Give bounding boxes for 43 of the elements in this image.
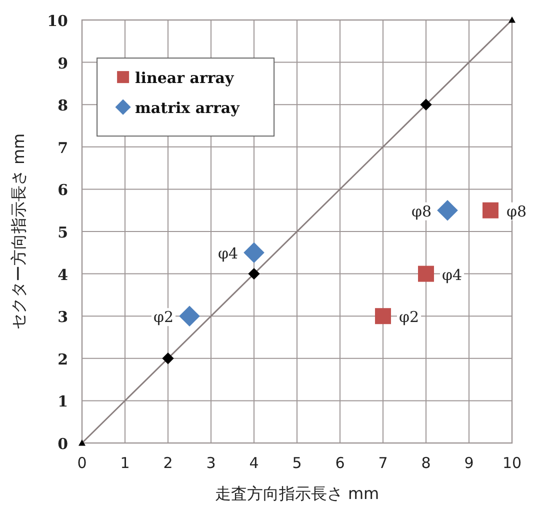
y-tick-label: 9	[58, 54, 68, 72]
point	[162, 352, 174, 364]
y-tick-label: 1	[58, 392, 68, 411]
point	[248, 268, 260, 280]
y-axis-title: セクター方向指示長さ mm	[9, 133, 28, 330]
point	[244, 242, 264, 264]
data-label: φ8	[506, 202, 527, 220]
x-tick-label: 5	[292, 454, 302, 472]
legend-label: matrix array	[135, 99, 241, 118]
x-tick-label: 0	[77, 454, 87, 472]
point	[437, 200, 458, 221]
x-tick-label: 2	[163, 454, 173, 472]
point	[375, 308, 391, 324]
y-tick-label: 8	[58, 96, 68, 115]
data-label: φ4	[218, 244, 238, 263]
point	[482, 202, 498, 218]
y-tick-label: 4	[58, 266, 68, 284]
data-label: φ2	[399, 308, 420, 326]
x-tick-label: 4	[249, 454, 259, 472]
y-tick-label: 5	[58, 224, 68, 242]
point	[420, 98, 432, 110]
point	[418, 266, 434, 282]
y-tick-label: 0	[58, 435, 68, 453]
x-tick-label: 1	[120, 454, 130, 472]
x-tick-label: 6	[335, 454, 345, 472]
x-tick-label: 8	[421, 454, 431, 472]
point	[179, 306, 200, 326]
data-label: φ2	[153, 308, 174, 326]
point	[78, 440, 86, 446]
x-axis-title: 走査方向指示長さ mm	[214, 484, 380, 503]
point	[508, 16, 516, 23]
y-tick-label: 10	[47, 12, 68, 30]
x-tick-label: 9	[464, 454, 474, 472]
y-tick-label: 3	[58, 308, 68, 326]
y-tick-label: 2	[58, 350, 68, 368]
legend-label: linear array	[135, 69, 235, 88]
y-tick-label: 6	[58, 181, 68, 200]
data-label: φ4	[442, 266, 462, 284]
x-tick-label: 10	[502, 454, 522, 472]
x-tick-label: 7	[378, 454, 388, 472]
x-tick-label: 3	[206, 454, 216, 472]
y-tick-label: 7	[58, 138, 68, 157]
data-label: φ8	[411, 202, 432, 220]
